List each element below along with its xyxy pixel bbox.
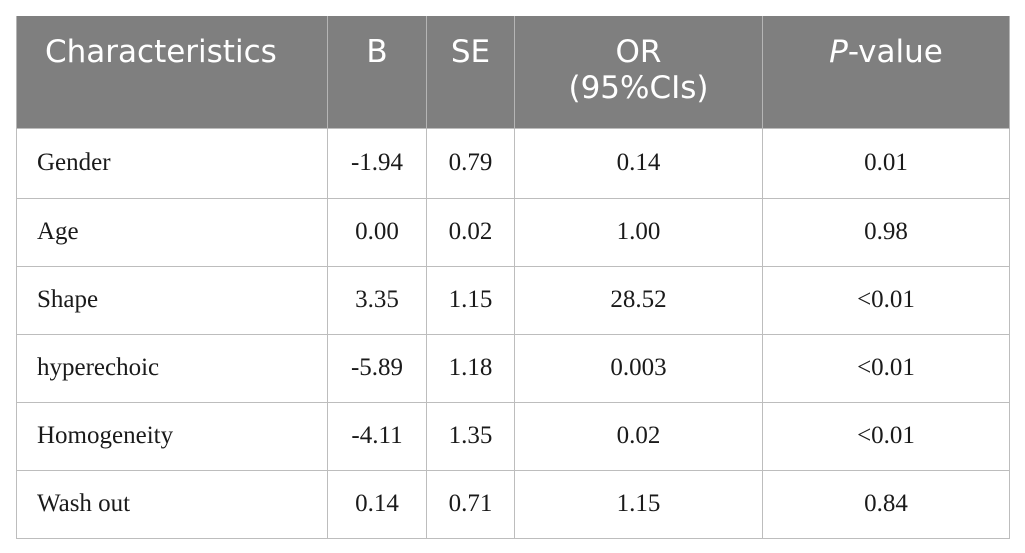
cell-p-value: <0.01 (762, 401, 1010, 471)
regression-table-container: Characteristics B SE OR (95%CIs) P-value (16, 16, 1010, 539)
cell-characteristic: Homogeneity (16, 401, 328, 471)
table-row: Shape 3.35 1.15 28.52 <0.01 (16, 265, 1010, 335)
header-se-label: SE (450, 34, 491, 70)
cell-p-value: 0.84 (762, 469, 1010, 539)
cell-p-value: 0.98 (762, 197, 1010, 267)
cell-b: -1.94 (327, 127, 427, 199)
header-characteristics: Characteristics (16, 16, 328, 128)
cell-se: 1.35 (426, 401, 515, 471)
header-b-label: B (366, 34, 388, 70)
cell-or: 0.003 (514, 333, 763, 403)
cell-or: 0.02 (514, 401, 763, 471)
cell-or: 1.00 (514, 197, 763, 267)
cell-b: -5.89 (327, 333, 427, 403)
cell-p-value: 0.01 (762, 127, 1010, 199)
cell-characteristic: Age (16, 197, 328, 267)
table-header: Characteristics B SE OR (95%CIs) P-value (16, 16, 1010, 128)
table-row: Homogeneity -4.11 1.35 0.02 <0.01 (16, 401, 1010, 471)
table-row: hyperechoic -5.89 1.18 0.003 <0.01 (16, 333, 1010, 403)
cell-se: 0.71 (426, 469, 515, 539)
cell-or: 1.15 (514, 469, 763, 539)
header-or-label: OR (95%CIs) (525, 16, 752, 106)
header-p-value: P-value (762, 16, 1010, 128)
cell-or: 0.14 (514, 127, 763, 199)
header-characteristics-label: Characteristics (45, 34, 277, 70)
cell-se: 0.02 (426, 197, 515, 267)
table-body: Gender -1.94 0.79 0.14 0.01 Age 0.00 0.0… (16, 127, 1010, 539)
cell-characteristic: hyperechoic (16, 333, 328, 403)
cell-b: 0.14 (327, 469, 427, 539)
regression-table: Characteristics B SE OR (95%CIs) P-value (16, 16, 1010, 539)
header-p-italic: P (829, 34, 848, 70)
cell-characteristic: Wash out (16, 469, 328, 539)
cell-characteristic: Gender (16, 127, 328, 199)
cell-se: 1.18 (426, 333, 515, 403)
header-p-rest: -value (847, 34, 943, 70)
header-or: OR (95%CIs) (514, 16, 763, 128)
header-or-line2: (95%CIs) (568, 70, 709, 106)
header-se: SE (426, 16, 515, 128)
cell-se: 1.15 (426, 265, 515, 335)
cell-se: 0.79 (426, 127, 515, 199)
table-row: Age 0.00 0.02 1.00 0.98 (16, 197, 1010, 267)
header-or-line1: OR (615, 34, 662, 70)
cell-or: 28.52 (514, 265, 763, 335)
cell-b: 3.35 (327, 265, 427, 335)
cell-b: -4.11 (327, 401, 427, 471)
cell-b: 0.00 (327, 197, 427, 267)
header-b: B (327, 16, 427, 128)
cell-characteristic: Shape (16, 265, 328, 335)
header-p-value-label: P-value (773, 16, 999, 70)
cell-p-value: <0.01 (762, 333, 1010, 403)
table-row: Wash out 0.14 0.71 1.15 0.84 (16, 469, 1010, 539)
cell-p-value: <0.01 (762, 265, 1010, 335)
table-row: Gender -1.94 0.79 0.14 0.01 (16, 127, 1010, 199)
header-row: Characteristics B SE OR (95%CIs) P-value (16, 16, 1010, 128)
